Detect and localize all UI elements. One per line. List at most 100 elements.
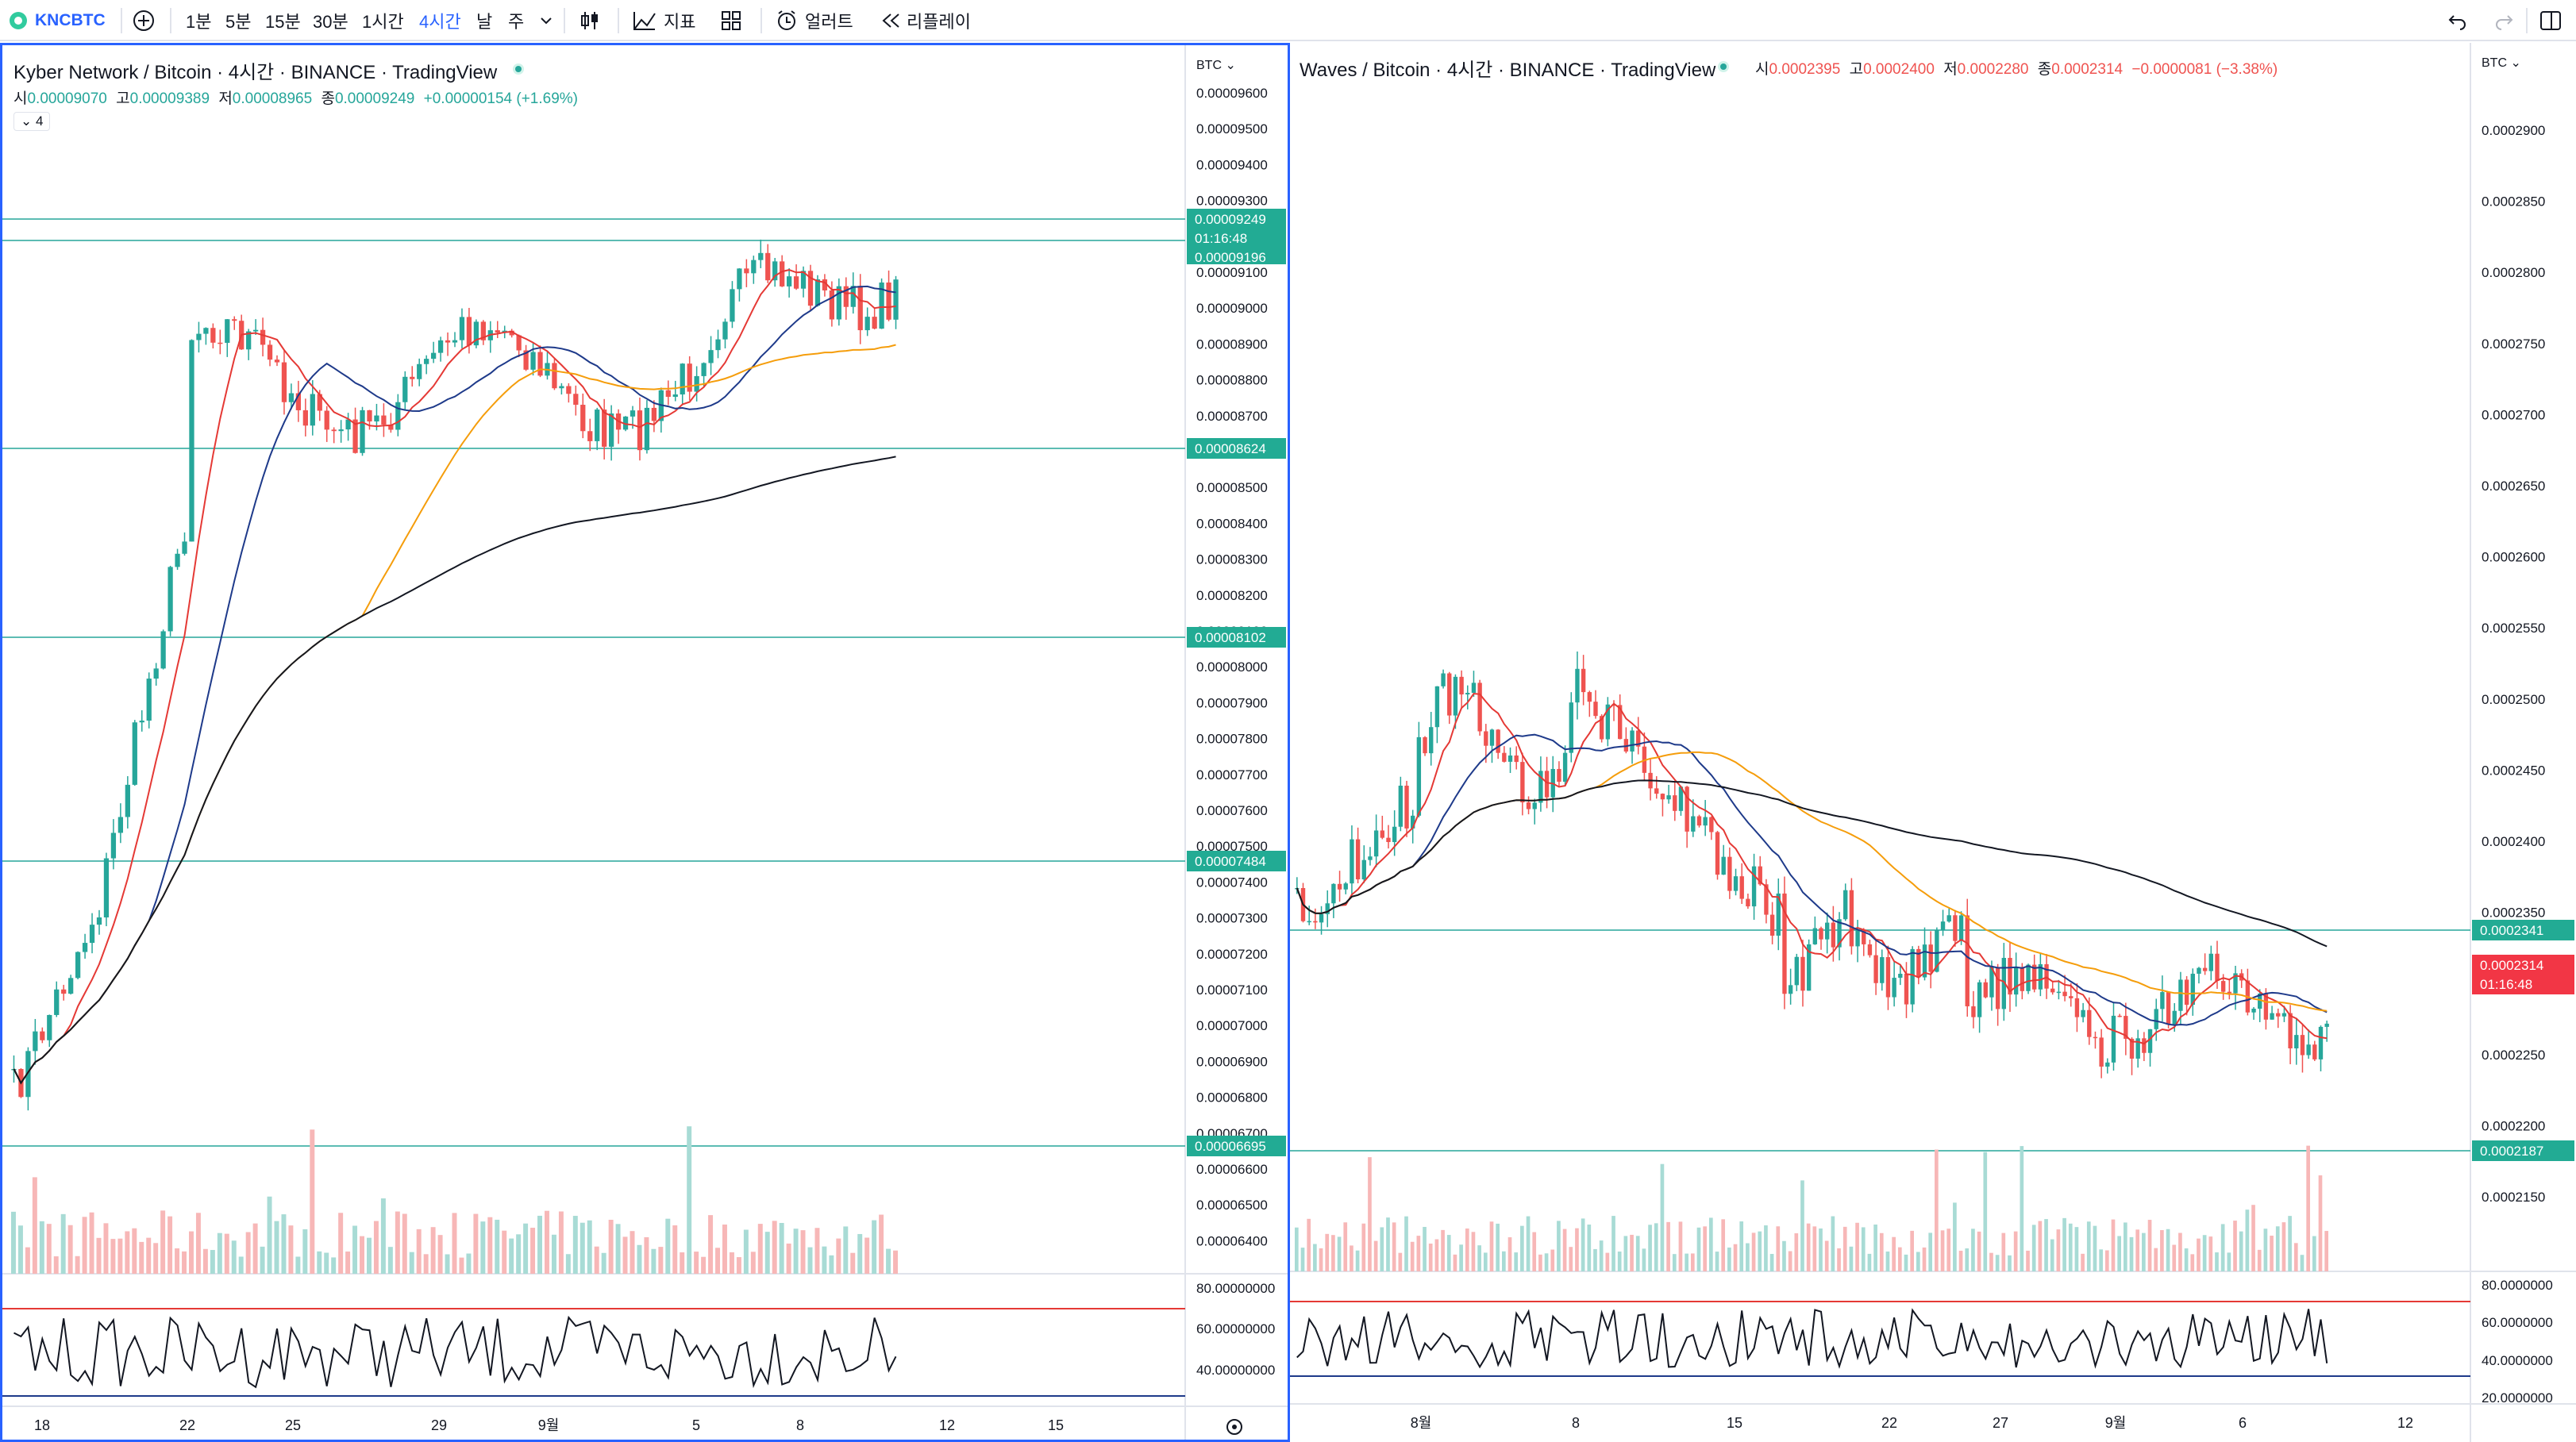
candle [2081, 1009, 2085, 1017]
redo-button[interactable] [2493, 0, 2515, 41]
replay-button[interactable]: 리플레이 [880, 0, 971, 41]
candle [772, 261, 778, 281]
candle [1380, 830, 1384, 838]
symbol-search[interactable]: KNCBTC [8, 0, 106, 41]
volume-bar [1977, 1231, 1981, 1271]
volume-bar [1727, 1247, 1731, 1271]
candle [2197, 967, 2201, 974]
price-tick: 0.00007200 [1196, 947, 1268, 962]
candle [324, 410, 329, 430]
volume-bar [857, 1233, 863, 1274]
volume-bar [1654, 1223, 1658, 1271]
candle [1678, 786, 1684, 811]
chart-type-button[interactable] [578, 0, 602, 41]
indicators-button[interactable]: 지표 [632, 0, 695, 41]
interval-week[interactable]: 주 [508, 12, 525, 32]
volume-bar [1526, 1216, 1531, 1271]
chart-pane-right[interactable]: BTC ⌄ 0.0002900 0.0002850 0.0002800 0.000275… [1290, 43, 2576, 1442]
volume-bar [331, 1257, 337, 1274]
volume-bar [1331, 1235, 1335, 1271]
candle [552, 363, 557, 389]
price-badge-label: 0.00009249 [1195, 212, 1266, 227]
volume-bar [17, 1225, 23, 1274]
candle [622, 416, 629, 430]
moving-average-line [13, 344, 896, 1085]
candle [1806, 944, 1812, 991]
grid-layout-icon [722, 11, 741, 30]
interval-1h[interactable]: 1시간 [362, 12, 404, 32]
oscillator-line [1296, 1308, 2328, 1369]
volume-bar [2074, 1227, 2079, 1271]
volume-bar [1380, 1227, 1384, 1271]
candle [587, 431, 593, 441]
candle [1958, 915, 1964, 941]
candle [430, 352, 437, 360]
candle [2032, 964, 2037, 990]
volume-bar [367, 1237, 372, 1274]
volume-bar [530, 1228, 536, 1274]
price-tick: 0.00007300 [1196, 911, 1268, 926]
volume-bar [551, 1234, 556, 1274]
candle [395, 402, 401, 430]
volume-bar [2099, 1249, 2103, 1271]
time-tick: 5 [692, 1417, 700, 1433]
candle [1471, 683, 1477, 694]
candle [1587, 692, 1592, 702]
candle [1733, 876, 1739, 891]
volume-bar [2172, 1244, 2177, 1271]
candle [1867, 944, 1873, 956]
candle [2184, 979, 2189, 1006]
candle [2220, 981, 2226, 992]
volume-bar [416, 1229, 422, 1274]
interval-15m[interactable]: 15분 [265, 12, 301, 32]
volume-bar [423, 1254, 429, 1274]
settings-gear-icon[interactable] [1226, 1419, 1242, 1435]
interval-day[interactable]: 날 [476, 12, 493, 32]
volume-bar [1325, 1233, 1330, 1271]
candle [1758, 866, 1762, 885]
candle [2233, 973, 2238, 994]
volume-bar [1824, 1240, 1829, 1271]
interval-5m[interactable]: 5분 [225, 12, 252, 32]
volume-bar [864, 1237, 870, 1274]
volume-bar [2263, 1229, 2268, 1271]
candle [153, 668, 159, 679]
interval-dropdown[interactable] [538, 0, 554, 41]
candle [1404, 786, 1409, 829]
layout-button[interactable] [719, 0, 743, 41]
price-tick: 0.00006900 [1196, 1054, 1268, 1069]
volume-bar [2178, 1232, 2182, 1271]
volume-bar [637, 1244, 642, 1274]
indicator-collapse-button[interactable]: ⌄ 4 [13, 112, 51, 131]
volume-bar [1751, 1232, 1756, 1271]
candle [402, 376, 408, 402]
wavesbtc-chart[interactable]: BTC ⌄ 0.0002900 0.0002850 0.0002800 0.000275… [1290, 43, 2576, 1442]
panel-toggle-button[interactable] [2539, 0, 2563, 41]
candle [608, 413, 614, 447]
volume-bar [2275, 1226, 2280, 1271]
alert-button[interactable]: 얼러트 [775, 0, 853, 41]
chart-pane-left[interactable]: BTC ⌄ 0.00009600 0.00009500 0.00009400 0.000… [0, 43, 1290, 1442]
undo-button[interactable] [2447, 0, 2469, 41]
volume-bar [82, 1217, 87, 1274]
gear-ring [1226, 1419, 1242, 1435]
volume-bar [2190, 1254, 2195, 1271]
time-tick: 12 [939, 1417, 955, 1433]
price-tick: 0.00009400 [1196, 157, 1268, 172]
kncbtc-chart[interactable]: BTC ⌄ 0.00009600 0.00009500 0.00009400 0.000… [2, 45, 1288, 1440]
interval-4h[interactable]: 4시간 [419, 12, 461, 32]
candle [758, 252, 764, 260]
interval-1m[interactable]: 1분 [186, 12, 212, 32]
candle [872, 317, 877, 329]
candle [765, 252, 771, 281]
candle [708, 350, 714, 363]
time-tick: 15 [1727, 1415, 1742, 1431]
time-tick: 27 [1993, 1415, 2008, 1431]
compare-button[interactable] [132, 0, 156, 41]
volume-bar [338, 1213, 344, 1274]
interval-30m[interactable]: 30분 [313, 12, 348, 32]
volume-bar [395, 1211, 400, 1274]
volume-bar [67, 1225, 73, 1274]
price-badge [1187, 209, 1286, 264]
candle [886, 282, 891, 320]
